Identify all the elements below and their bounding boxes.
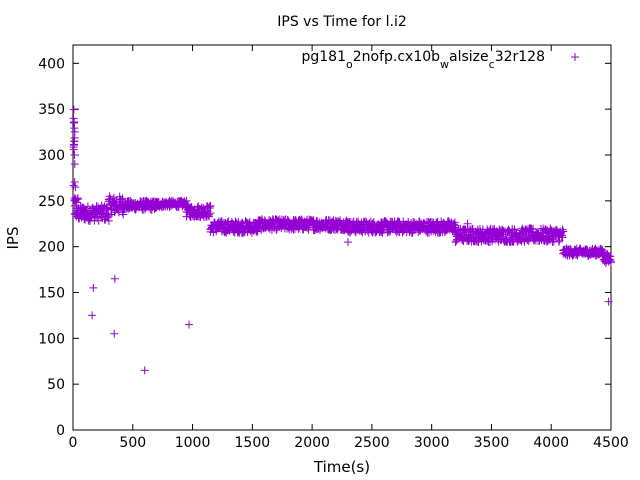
x-tick-label: 2500 — [354, 435, 390, 451]
data-point — [245, 218, 254, 227]
data-point — [205, 210, 214, 219]
data-point — [275, 222, 284, 231]
y-axis: 0 50 100 150 200 250 300 350 400 — [38, 56, 611, 439]
data-point — [544, 236, 553, 245]
data-point — [559, 227, 568, 236]
data-point — [597, 246, 606, 255]
data-point — [604, 297, 613, 306]
data-point — [573, 251, 582, 260]
data-point — [557, 231, 566, 240]
data-points — [69, 105, 615, 375]
legend-subscript: w — [440, 58, 449, 71]
legend-marker — [571, 53, 579, 61]
data-point — [110, 329, 119, 338]
legend: pg181o2nofp.cx10bwalsizec32r128 — [301, 49, 579, 71]
data-point — [119, 210, 128, 219]
data-point — [102, 203, 111, 212]
y-tick-label: 100 — [38, 331, 65, 347]
legend-subscript: o — [346, 58, 353, 71]
data-point — [206, 209, 215, 218]
x-tick-label: 1500 — [235, 435, 271, 451]
data-point — [606, 252, 615, 261]
data-point — [110, 274, 119, 283]
x-tick-label: 0 — [69, 435, 78, 451]
data-point — [317, 218, 326, 227]
x-tick-label: 3500 — [474, 435, 510, 451]
legend-label: pg181o2nofp.cx10bwalsizec32r128 — [301, 49, 545, 71]
chart-title: IPS vs Time for l.i2 — [277, 14, 407, 30]
plot-frame — [72, 44, 612, 431]
data-point — [425, 228, 434, 237]
data-point — [538, 231, 547, 240]
data-point — [415, 217, 424, 226]
data-point — [140, 366, 149, 375]
data-point — [554, 237, 563, 246]
data-point — [205, 204, 214, 213]
y-tick-label: 250 — [38, 194, 65, 210]
data-point — [174, 203, 183, 212]
x-tick-label: 4500 — [593, 435, 629, 451]
plot-border — [72, 44, 612, 431]
data-point — [71, 183, 80, 192]
data-point — [70, 178, 79, 187]
data-point — [69, 105, 78, 114]
data-point — [436, 227, 445, 236]
data-point — [73, 195, 82, 204]
data-point — [253, 227, 262, 236]
data-point — [88, 311, 97, 320]
data-point — [206, 201, 215, 210]
data-point — [450, 218, 459, 227]
data-point — [118, 194, 127, 203]
legend-subscript: c — [489, 58, 495, 71]
x-axis: 0 500 1000 1500 2000 2500 3000 3500 4000 4500 — [69, 45, 629, 451]
data-point — [604, 251, 613, 260]
data-point — [70, 137, 79, 146]
data-point — [70, 127, 79, 136]
x-tick-label: 500 — [119, 435, 146, 451]
data-point — [607, 258, 615, 267]
y-axis-title: IPS — [4, 227, 22, 250]
data-point — [265, 224, 274, 233]
data-point — [313, 216, 322, 225]
y-tick-label: 50 — [47, 377, 65, 393]
x-tick-label: 2000 — [294, 435, 330, 451]
x-tick-label: 3000 — [414, 435, 450, 451]
y-tick-label: 300 — [38, 148, 65, 164]
legend-text-part: 32r128 — [495, 49, 545, 65]
data-point — [571, 53, 579, 61]
data-point — [104, 211, 113, 220]
data-point — [558, 233, 567, 242]
y-tick-label: 0 — [56, 423, 65, 439]
data-point — [558, 225, 567, 234]
x-axis-title: Time(s) — [313, 458, 370, 476]
data-point — [83, 202, 92, 211]
data-point — [369, 217, 378, 226]
data-point — [72, 198, 81, 207]
data-point — [184, 320, 193, 329]
x-tick-label: 1000 — [175, 435, 211, 451]
legend-text-part: pg181 — [301, 49, 346, 65]
data-point — [109, 193, 118, 202]
y-tick-label: 400 — [38, 56, 65, 72]
data-point — [117, 195, 126, 204]
data-point — [89, 283, 98, 292]
data-point — [420, 219, 429, 228]
y-tick-label: 200 — [38, 240, 65, 256]
data-point — [70, 151, 79, 159]
legend-text-part: alsize — [449, 49, 489, 65]
data-point — [343, 238, 352, 247]
data-point — [451, 238, 460, 247]
data-point — [239, 228, 248, 237]
x-tick-label: 4000 — [533, 435, 569, 451]
data-point — [69, 118, 78, 127]
data-point — [463, 219, 472, 228]
data-point — [70, 160, 79, 169]
data-point — [82, 206, 91, 215]
data-point — [69, 181, 78, 190]
y-tick-label: 150 — [38, 286, 65, 302]
legend-text-part: 2nofp.cx10b — [353, 49, 440, 65]
y-tick-label: 350 — [38, 102, 65, 118]
